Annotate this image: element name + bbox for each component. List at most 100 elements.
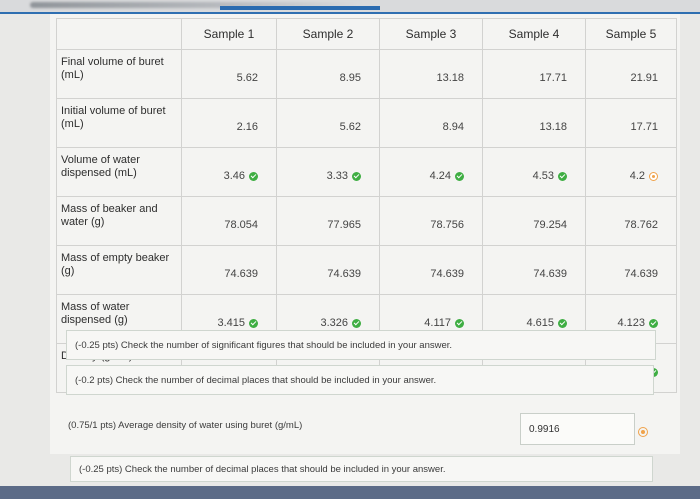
value-cell[interactable]: 5.62 <box>181 49 277 99</box>
value-cell[interactable]: 74.639 <box>276 245 380 295</box>
cell-content: 8.94 <box>443 121 464 133</box>
cell-content: 74.639 <box>533 268 567 280</box>
top-bar-blurred-title <box>30 2 360 8</box>
cell-value: 4.24 <box>429 170 451 182</box>
cell-content: 74.639 <box>224 268 258 280</box>
check-icon <box>249 318 258 328</box>
cell-value: 4.117 <box>424 317 451 329</box>
cell-value: 3.46 <box>223 170 245 182</box>
cell-value: 77.965 <box>327 219 361 231</box>
cell-value: 13.18 <box>436 72 464 84</box>
cell-value: 79.254 <box>533 219 567 231</box>
cell-value: 74.639 <box>533 268 567 280</box>
value-cell[interactable]: 74.639 <box>482 245 586 295</box>
check-icon <box>649 318 658 328</box>
cell-value: 78.054 <box>224 219 258 231</box>
cell-value: 3.33 <box>326 170 348 182</box>
row-label: Volume of water dispensed (mL) <box>56 147 182 197</box>
cell-value: 17.71 <box>630 121 658 133</box>
value-cell[interactable]: 78.054 <box>181 196 277 246</box>
bottom-bar <box>0 486 700 499</box>
row-label: Mass of empty beaker (g) <box>56 245 182 295</box>
cell-value: 74.639 <box>624 268 658 280</box>
header-cell: Sample 3 <box>379 18 483 50</box>
average-density-label: (0.75/1 pts) Average density of water us… <box>68 420 303 431</box>
cell-content: 4.24 <box>430 170 464 182</box>
cell-content: 74.639 <box>430 268 464 280</box>
feedback-average-decimals: (-0.25 pts) Check the number of decimal … <box>70 456 653 482</box>
feedback-text: (-0.2 pts) Check the number of decimal p… <box>75 374 437 386</box>
value-cell[interactable]: 74.639 <box>181 245 277 295</box>
value-cell[interactable]: 3.46 <box>181 147 277 197</box>
cell-content: 4.53 <box>533 170 567 182</box>
cell-content: 3.326 <box>320 317 361 329</box>
cell-content: 74.639 <box>624 268 658 280</box>
value-cell[interactable]: 21.91 <box>585 49 677 99</box>
check-icon <box>455 318 464 328</box>
value-cell[interactable]: 8.95 <box>276 49 380 99</box>
incorrect-icon <box>649 171 658 181</box>
cell-content: 5.62 <box>340 121 361 133</box>
cell-content: 4.117 <box>424 317 464 329</box>
cell-value: 78.756 <box>430 219 464 231</box>
top-bar <box>0 0 700 14</box>
cell-value: 74.639 <box>327 268 361 280</box>
row-label: Initial volume of buret (mL) <box>56 98 182 148</box>
value-cell[interactable]: 4.2 <box>585 147 677 197</box>
value-cell[interactable]: 2.16 <box>181 98 277 148</box>
table-row: Initial volume of buret (mL) 2.16 5.62 8.94… <box>56 98 677 148</box>
header-cell: Sample 2 <box>276 18 380 50</box>
cell-value: 4.123 <box>617 317 645 329</box>
feedback-sigfig: (-0.25 pts) Check the number of signific… <box>66 330 656 360</box>
cell-value: 3.415 <box>217 317 245 329</box>
cell-content: 3.46 <box>224 170 258 182</box>
answer-value: 0.9916 <box>529 423 560 435</box>
value-cell[interactable]: 17.71 <box>482 49 586 99</box>
value-cell[interactable]: 13.18 <box>482 98 586 148</box>
cell-content: 4.2 <box>630 170 658 182</box>
cell-value: 4.615 <box>526 317 554 329</box>
value-cell[interactable]: 74.639 <box>379 245 483 295</box>
value-cell[interactable]: 79.254 <box>482 196 586 246</box>
cell-value: 78.762 <box>624 219 658 231</box>
check-icon <box>455 171 464 181</box>
cell-value: 2.16 <box>236 121 258 133</box>
cell-value: 74.639 <box>224 268 258 280</box>
cell-content: 74.639 <box>327 268 361 280</box>
cell-content: 13.18 <box>436 72 464 84</box>
cell-content: 2.16 <box>237 121 258 133</box>
value-cell[interactable]: 78.756 <box>379 196 483 246</box>
header-cell <box>56 18 182 50</box>
cell-content: 17.71 <box>630 121 658 133</box>
value-cell[interactable]: 4.53 <box>482 147 586 197</box>
cell-value: 5.62 <box>236 72 258 84</box>
value-cell[interactable]: 8.94 <box>379 98 483 148</box>
check-icon <box>558 318 567 328</box>
table-row: Final volume of buret (mL) 5.62 8.95 13.18 1… <box>56 49 677 99</box>
value-cell[interactable]: 4.24 <box>379 147 483 197</box>
row-label: Mass of beaker and water (g) <box>56 196 182 246</box>
average-density-answer[interactable]: 0.9916 <box>520 413 635 445</box>
cell-value: 21.91 <box>630 72 658 84</box>
cell-value: 4.53 <box>532 170 554 182</box>
value-cell[interactable]: 78.762 <box>585 196 677 246</box>
value-cell[interactable]: 17.71 <box>585 98 677 148</box>
table-row: Volume of water dispensed (mL) 3.46 3.33 4.… <box>56 147 677 197</box>
cell-value: 74.639 <box>430 268 464 280</box>
cell-content: 21.91 <box>630 72 658 84</box>
cell-content: 4.123 <box>617 317 658 329</box>
feedback-text: (-0.25 pts) Check the number of signific… <box>75 339 453 351</box>
value-cell[interactable]: 77.965 <box>276 196 380 246</box>
value-cell[interactable]: 3.33 <box>276 147 380 197</box>
value-cell[interactable]: 5.62 <box>276 98 380 148</box>
value-cell[interactable]: 13.18 <box>379 49 483 99</box>
cell-value: 4.2 <box>629 170 645 182</box>
incorrect-icon <box>638 427 648 437</box>
cell-content: 78.762 <box>624 219 658 231</box>
table-row: Mass of empty beaker (g) 74.639 74.639 74.6… <box>56 245 677 295</box>
table-row: Mass of beaker and water (g) 78.054 77.965… <box>56 196 677 246</box>
cell-content: 13.18 <box>539 121 567 133</box>
cell-content: 77.965 <box>327 219 361 231</box>
value-cell[interactable]: 74.639 <box>585 245 677 295</box>
cell-content: 8.95 <box>340 72 361 84</box>
